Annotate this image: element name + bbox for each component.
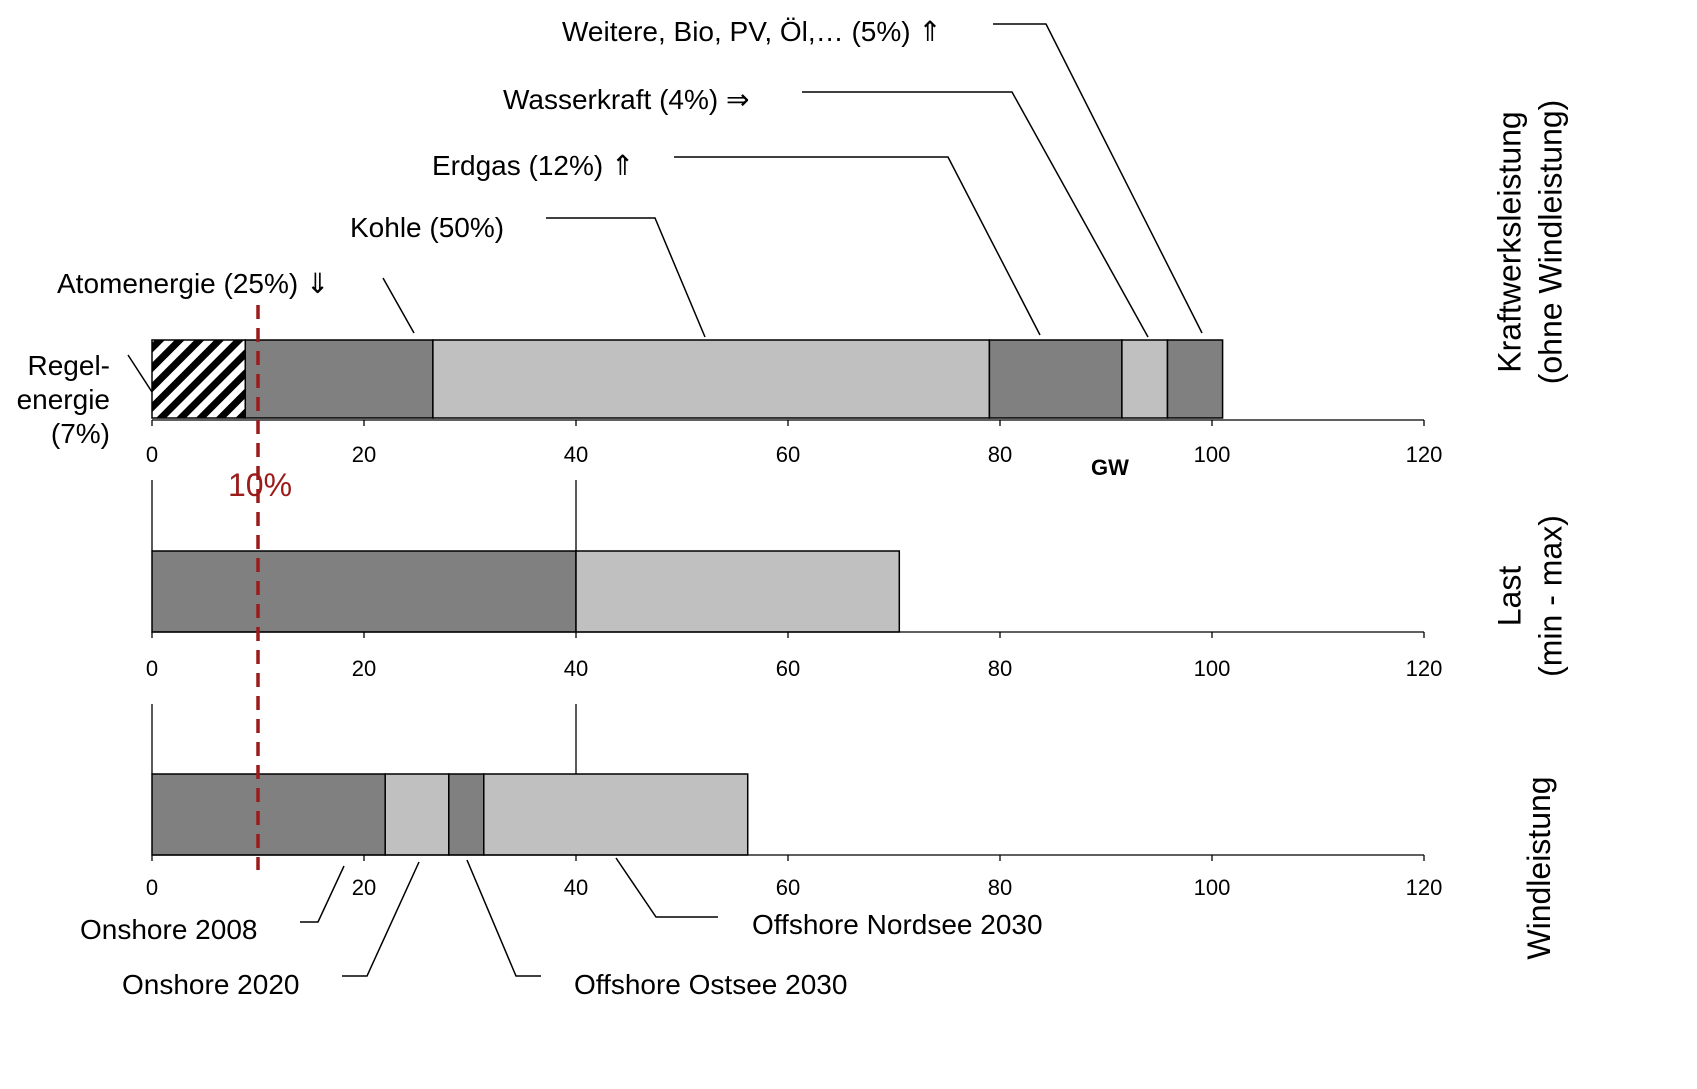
tick-label-p1-2: 20 (352, 442, 376, 467)
label-onshore-2008: Onshore 2008 (80, 914, 257, 945)
label-onshore-2020: Onshore 2020 (122, 969, 299, 1000)
bar-segment-p1-2 (244, 339, 434, 419)
bar-segment-p1-6 (1166, 339, 1224, 419)
unit-label: GW (1091, 455, 1129, 480)
labels-layer: 0 20 40 60 80 100 120 0 20 40 60 80 100 120 0 20 40 60 80 1… (17, 16, 1569, 1000)
tick-label-p2-1: 0 (146, 656, 158, 681)
tick-label-p2-2: 20 (352, 656, 376, 681)
bar-segment-p2-1 (151, 550, 577, 633)
bar-segment-p1-3 (432, 339, 991, 419)
tick-label-p1-7: 120 (1406, 442, 1443, 467)
bar-segment-p3-1 (151, 773, 386, 856)
bar-segment-p2-2 (575, 550, 901, 633)
tick-label-p3-7: 120 (1406, 875, 1443, 900)
label-erdgas: Erdgas (12%) ⇑ (432, 150, 634, 181)
leader-offshore-ostsee (466, 859, 541, 977)
leader-offshore-nordsee (615, 857, 718, 918)
panel-title-p1-line-1: Kraftwerksleistung (1492, 111, 1528, 372)
bar-segment-p3-2 (384, 773, 450, 856)
marker-layer: 10% (228, 305, 292, 870)
bar-segment-p1-5 (1121, 339, 1169, 419)
bar-segment-p3-4 (483, 773, 749, 856)
label-offshore-ostsee: Offshore Ostsee 2030 (574, 969, 847, 1000)
label-regelenergie-line-3: (7%) (51, 418, 110, 449)
panel-title-p1-line-2: (ohne Windleistung) (1533, 100, 1569, 385)
tick-label-p1-3: 40 (564, 442, 588, 467)
leader-erdgas (674, 156, 1041, 336)
tick-label-p2-5: 80 (988, 656, 1012, 681)
panel-title-p3-line-1: Windleistung (1521, 776, 1557, 959)
axes-layer (151, 419, 1425, 861)
leader-onshore-2008 (300, 865, 345, 923)
leader-onshore-2020 (342, 861, 420, 977)
tick-label-p2-6: 100 (1194, 656, 1231, 681)
panel-title-p2-line-1: Last (1492, 566, 1528, 627)
label-kohle: Kohle (50%) (350, 212, 504, 243)
label-offshore-nordsee: Offshore Nordsee 2030 (752, 909, 1043, 940)
tick-label-p3-2: 20 (352, 875, 376, 900)
tick-label-p3-3: 40 (564, 875, 588, 900)
label-weitere: Weitere, Bio, PV, Öl,… (5%) ⇑ (562, 16, 942, 47)
leader-lines-layer (127, 23, 1203, 977)
bar-segment-p1-4 (988, 339, 1123, 419)
tick-label-p3-5: 80 (988, 875, 1012, 900)
label-regelenergie-line-1: Regel- (28, 350, 110, 381)
panel-title-p2-line-2: (min - max) (1533, 515, 1569, 677)
tick-label-p2-4: 60 (776, 656, 800, 681)
tick-label-p3-4: 60 (776, 875, 800, 900)
leader-regelenergie (127, 354, 153, 393)
tick-label-p2-7: 120 (1406, 656, 1443, 681)
label-wasserkraft: Wasserkraft (4%) ⇒ (503, 84, 749, 115)
bars-layer (151, 339, 1224, 856)
marker-label: 10% (228, 467, 292, 503)
label-atomenergie: Atomenergie (25%) ⇓ (57, 268, 329, 299)
leader-atomenergie (382, 277, 415, 334)
label-regelenergie-line-2: energie (17, 384, 110, 415)
tick-label-p2-3: 40 (564, 656, 588, 681)
leader-wasserkraft (802, 91, 1149, 338)
leader-kohle (546, 217, 706, 338)
tick-label-p1-5: 80 (988, 442, 1012, 467)
tick-label-p1-1: 0 (146, 442, 158, 467)
tick-label-p1-6: 100 (1194, 442, 1231, 467)
tick-label-p1-4: 60 (776, 442, 800, 467)
leader-weitere (993, 23, 1203, 334)
tick-label-p3-1: 0 (146, 875, 158, 900)
tick-label-p3-6: 100 (1194, 875, 1231, 900)
bar-segment-p3-3 (448, 773, 485, 856)
bar-segment-p1-1 (151, 339, 247, 419)
